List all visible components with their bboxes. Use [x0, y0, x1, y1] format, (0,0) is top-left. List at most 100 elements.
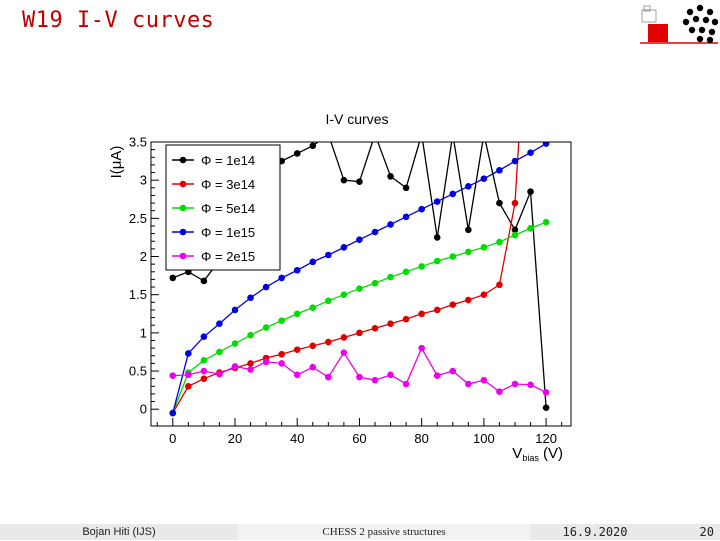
- data-point: [402, 213, 410, 221]
- data-point: [371, 279, 379, 287]
- data-point: [449, 367, 457, 375]
- data-point: [371, 376, 379, 384]
- data-point: [231, 306, 239, 314]
- data-point: [293, 346, 301, 353]
- x-tick-label: 60: [352, 431, 366, 446]
- data-point: [200, 367, 208, 375]
- footer-page-number: 20: [660, 524, 720, 540]
- data-point: [278, 350, 285, 358]
- data-point: [216, 348, 223, 356]
- x-tick-label: 20: [228, 431, 242, 446]
- data-point: [262, 283, 270, 291]
- legend-label: Φ = 1e15: [201, 225, 255, 240]
- data-point: [496, 388, 503, 395]
- x-tick-label: 80: [414, 431, 428, 446]
- legend-label: Φ = 3e14: [201, 177, 255, 192]
- chart-title: I-V curves: [325, 111, 388, 127]
- data-point: [480, 175, 488, 182]
- slide-title: W19 I-V curves: [22, 8, 215, 33]
- footer-date: 16.9.2020: [530, 524, 660, 540]
- data-point: [169, 274, 177, 282]
- data-point: [278, 317, 285, 324]
- data-point: [387, 221, 394, 228]
- legend-item: Φ = 5e14: [172, 201, 255, 216]
- data-point: [480, 376, 488, 384]
- data-point: [231, 363, 239, 370]
- data-point: [185, 371, 192, 379]
- data-point: [402, 315, 410, 323]
- data-point: [325, 373, 332, 381]
- data-point: [309, 258, 317, 266]
- data-point: [340, 176, 348, 184]
- data-point: [231, 340, 239, 347]
- data-point: [247, 294, 254, 302]
- legend-item: Φ = 1e15: [172, 225, 255, 240]
- data-point: [278, 360, 285, 367]
- data-point: [511, 226, 519, 234]
- x-tick-label: 0: [169, 431, 176, 446]
- data-point: [387, 320, 394, 327]
- data-point: [527, 381, 534, 389]
- data-point: [496, 199, 503, 207]
- data-point: [527, 188, 534, 195]
- data-point: [465, 380, 472, 388]
- y-tick-label: 3.5: [129, 135, 147, 150]
- data-point: [542, 218, 550, 226]
- data-point: [247, 331, 254, 339]
- data-point: [402, 380, 410, 388]
- data-point: [185, 383, 192, 390]
- data-point: [169, 372, 177, 379]
- data-point: [449, 253, 457, 260]
- data-point: [293, 266, 301, 274]
- data-point: [356, 329, 363, 337]
- data-point: [340, 334, 348, 341]
- iv-curves-chart: 0 20 40 60 80 100 120 0 0.5 1 1.5 2 2.5 3 3.5 Φ = 1e14…: [98, 100, 580, 468]
- data-point: [309, 304, 317, 311]
- legend-item: Φ = 3e14: [172, 177, 255, 192]
- y-tick-label: 0: [140, 402, 147, 417]
- data-point: [247, 360, 254, 367]
- data-point: [511, 231, 519, 239]
- legend-marker: [179, 204, 187, 212]
- y-tick-label: 2: [140, 249, 147, 264]
- footer-author: Bojan Hiti (IJS): [0, 524, 238, 540]
- data-point: [465, 182, 472, 190]
- legend-marker: [179, 228, 187, 236]
- data-point: [293, 371, 301, 379]
- data-point: [356, 373, 363, 381]
- data-point: [418, 263, 425, 270]
- data-point: [418, 205, 425, 213]
- y-tick-label: 3: [140, 173, 147, 188]
- data-point: [356, 285, 363, 292]
- data-point: [418, 310, 425, 318]
- data-point: [262, 358, 270, 366]
- data-point: [247, 366, 254, 373]
- slide-footer: Bojan Hiti (IJS) CHESS 2 passive structu…: [0, 524, 720, 540]
- series-4: [169, 344, 550, 396]
- legend-marker: [179, 252, 187, 260]
- plot-area: [150, 141, 572, 427]
- data-point: [433, 234, 441, 241]
- data-point: [465, 248, 472, 256]
- data-point: [402, 268, 410, 276]
- data-point: [200, 333, 208, 340]
- legend-label: Φ = 5e14: [201, 201, 255, 216]
- series-3: [169, 142, 550, 417]
- data-point: [480, 291, 488, 298]
- data-point: [511, 199, 519, 207]
- data-point: [356, 236, 363, 244]
- data-point: [371, 324, 379, 332]
- data-point: [542, 142, 550, 147]
- data-point: [496, 238, 503, 246]
- data-point: [200, 357, 208, 364]
- legend-marker: [179, 180, 187, 188]
- y-axis-label: I(μA): [108, 146, 125, 179]
- y-tick-label: 2.5: [129, 211, 147, 226]
- data-point: [200, 277, 208, 285]
- x-tick-label: 100: [473, 431, 495, 446]
- data-point: [465, 226, 472, 234]
- x-tick-label: 120: [535, 431, 557, 446]
- legend-marker: [179, 156, 187, 164]
- data-point: [418, 344, 425, 352]
- data-point: [340, 244, 348, 251]
